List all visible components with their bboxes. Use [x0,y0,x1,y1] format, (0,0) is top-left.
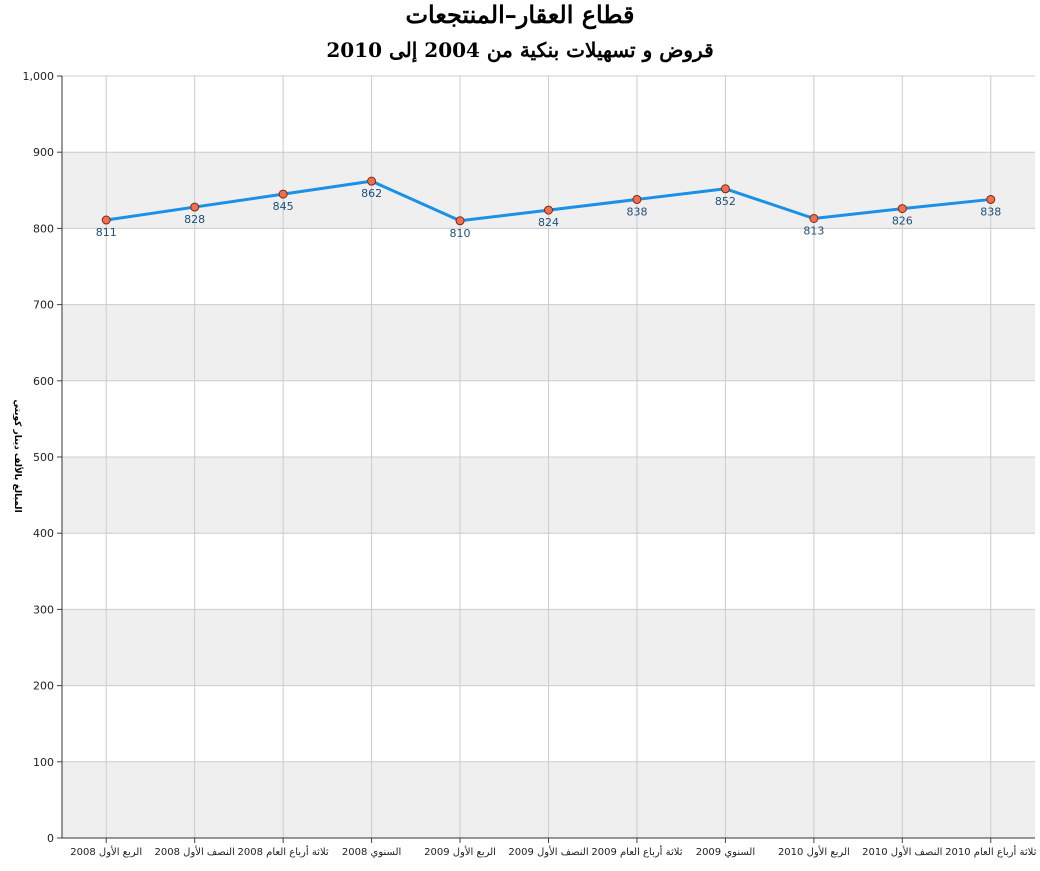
y-tick-label: 600 [33,375,54,388]
y-tick-label: 500 [33,451,54,464]
chart-title: قطاع العقار–المنتجعات [405,0,635,29]
x-tick-label: النصف الأول 2009 [508,845,588,858]
data-label: 838 [626,205,647,218]
data-point [986,194,996,204]
data-label: 838 [980,205,1001,218]
y-tick-label: 200 [33,680,54,693]
data-label: 845 [273,200,294,213]
x-tick-label: النصف الأول 2008 [155,845,235,858]
y-tick-label: 400 [33,527,54,540]
data-point [632,194,642,204]
x-tick-label: ثلاثة أرباع العام 2010 [945,845,1036,858]
x-tick-label: ثلاثة أرباع العام 2008 [238,845,329,858]
chart-subtitle: قروض و تسهيلات بنكية من 2004 إلى 2010 [326,38,714,62]
y-tick-labels: 0 100 200 300 400 500 600 700 800 900 1,000 [23,70,55,845]
data-points [101,176,996,226]
data-label: 828 [184,213,205,226]
data-label: 810 [450,227,471,240]
data-point [720,184,730,194]
x-tick-label: السنوي 2008 [342,847,401,858]
x-tick-label: ثلاثة أرباع العام 2009 [591,845,682,858]
data-point [897,204,907,214]
vertical-gridlines [105,76,992,838]
data-point [190,202,200,212]
x-tick-label: السنوي 2009 [696,847,755,858]
data-point [278,189,288,199]
data-label: 826 [892,215,913,228]
y-tick-label: 900 [33,146,54,159]
data-point [455,216,465,226]
y-tick-label: 1,000 [23,70,55,83]
y-axis-label: المبالغ بالألف دينار كويتي [12,399,24,512]
y-tick-label: 800 [33,222,54,235]
data-labels: 811 828 845 862 810 824 838 852 813 826 838 [96,187,1002,240]
data-point [544,205,553,215]
x-tick-labels: الربع الأول 2008 النصف الأول 2008 ثلاثة أر… [70,845,1036,858]
data-label: 862 [361,187,382,200]
x-tick-label: الربع الأول 2008 [70,845,142,858]
x-tick-label: النصف الأول 2010 [862,845,942,858]
data-point [809,213,819,223]
x-tick-label: الربع الأول 2010 [778,845,850,858]
y-tick-label: 300 [33,603,54,616]
data-point [101,215,111,225]
x-tick-label: الربع الأول 2009 [424,845,496,858]
y-tick-label: 0 [47,832,54,845]
data-label: 852 [715,195,736,208]
y-tick-label: 100 [33,756,54,769]
data-point [367,176,377,186]
y-tick-label: 700 [33,299,54,312]
data-label: 813 [803,224,824,237]
axes [57,75,1035,843]
data-label: 824 [538,216,559,229]
data-label: 811 [96,226,117,239]
